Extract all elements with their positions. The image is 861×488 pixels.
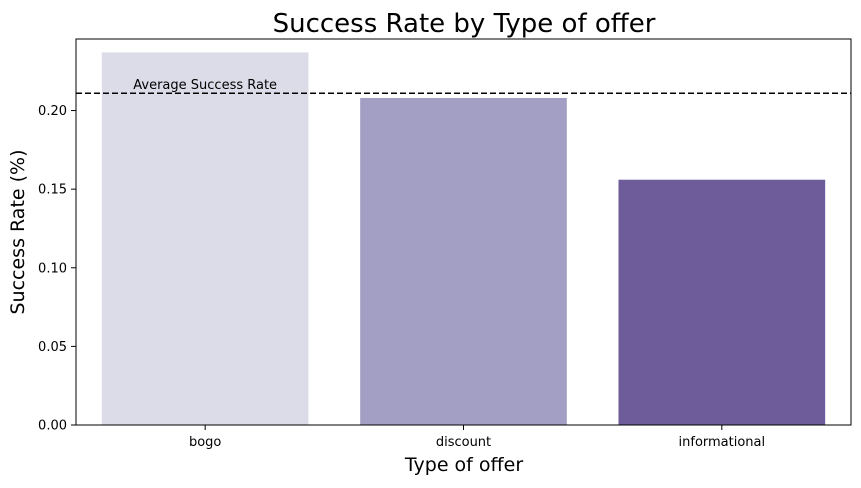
bar-discount (360, 97, 567, 425)
chart-title: Success Rate by Type of offer (273, 9, 656, 39)
plot-area: Average Success Rate 0.00 0.05 0.10 0.15 0.20… (38, 38, 852, 450)
x-axis-label: Type of offer (404, 454, 523, 476)
average-reference-label: Average Success Rate (133, 78, 277, 93)
bar-informational (618, 179, 826, 425)
x-tick-label: discount (436, 435, 491, 450)
bar-bogo (101, 52, 309, 425)
y-tick-label: 0.05 (38, 340, 67, 355)
y-tick-label: 0.10 (38, 261, 67, 276)
x-tick-label: informational (679, 435, 766, 450)
y-axis-label: Success Rate (%) (7, 149, 29, 314)
y-tick-label: 0.15 (38, 183, 67, 198)
x-tick-label: bogo (189, 435, 221, 450)
y-tick-label: 0.00 (38, 419, 67, 434)
y-tick-label: 0.20 (38, 104, 67, 119)
